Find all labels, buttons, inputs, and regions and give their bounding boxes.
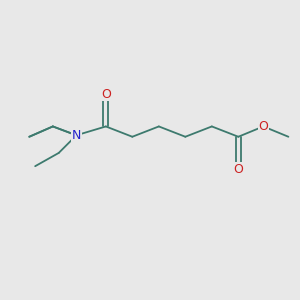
Text: O: O — [258, 120, 268, 133]
Text: O: O — [233, 163, 243, 176]
Text: N: N — [72, 129, 81, 142]
Text: O: O — [101, 88, 111, 100]
